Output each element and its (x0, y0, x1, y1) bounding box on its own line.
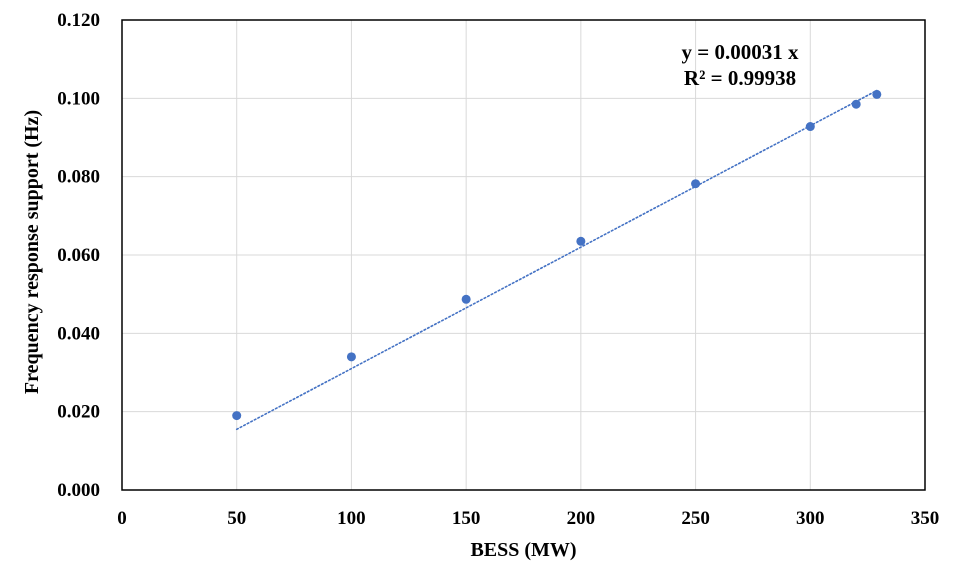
linear-trendline (235, 89, 878, 431)
y-tick-label: 0.100 (57, 88, 100, 109)
x-tick-label: 0 (117, 508, 127, 529)
trendline-equation: y = 0.00031 x (682, 40, 799, 64)
y-tick-label: 0.020 (57, 402, 100, 423)
data-point (232, 411, 242, 421)
data-point (851, 99, 861, 109)
x-tick-label: 150 (452, 508, 481, 529)
gridlines (122, 20, 925, 490)
x-tick-label: 300 (796, 508, 825, 529)
data-point (872, 89, 882, 99)
trendline-group (235, 89, 878, 431)
y-tick-label: 0.000 (57, 480, 100, 501)
x-tick-label: 200 (567, 508, 596, 529)
y-tick-label: 0.080 (57, 167, 100, 188)
x-tick-label: 350 (911, 508, 940, 529)
data-point (691, 179, 701, 189)
data-point (805, 122, 815, 132)
data-point (346, 352, 356, 362)
y-tick-label: 0.040 (57, 323, 100, 344)
x-axis-tick-labels: 0 50 100 150 200 250 300 350 (117, 508, 939, 529)
y-axis-title: Frequency response support (Hz) (21, 110, 43, 394)
x-tick-label: 100 (337, 508, 366, 529)
x-tick-label: 50 (227, 508, 246, 529)
y-tick-label: 0.060 (57, 245, 100, 266)
data-point (461, 294, 471, 304)
trendline-r-squared: R² = 0.99938 (684, 66, 796, 90)
data-point (576, 236, 586, 246)
y-axis-tick-labels: 0.000 0.020 0.040 0.060 0.080 0.100 0.120 (57, 10, 100, 501)
x-axis-title: BESS (MW) (470, 539, 576, 561)
x-tick-label: 250 (681, 508, 710, 529)
y-tick-label: 0.120 (57, 10, 100, 31)
plot-area-frame (121, 19, 926, 491)
data-points (232, 89, 882, 421)
